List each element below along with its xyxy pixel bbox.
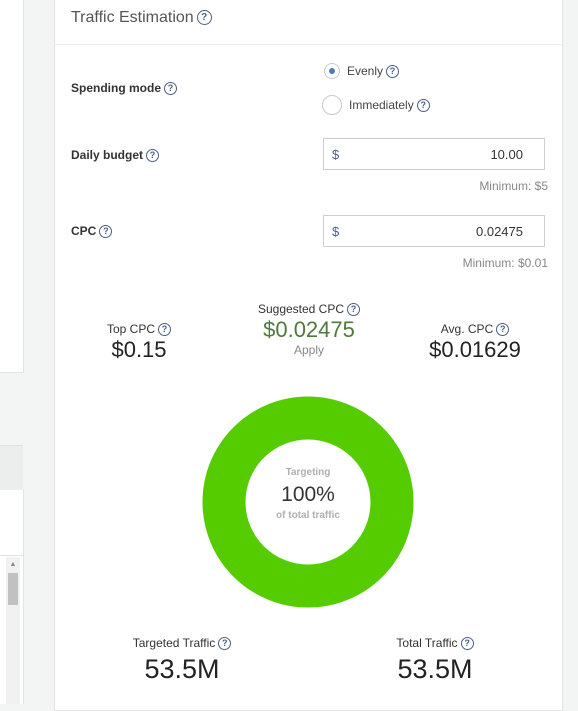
daily-budget-label: Daily budget? <box>71 148 160 163</box>
cpc-minimum: Minimum: $0.01 <box>462 256 548 270</box>
help-icon[interactable]: ? <box>347 303 361 317</box>
total-traffic-label: Total Traffic? <box>365 636 505 651</box>
scroll-up-icon[interactable]: ▲ <box>9 561 17 568</box>
help-icon[interactable]: ? <box>496 323 510 337</box>
suggested-cpc-stat: Suggested CPC? $0.02475 Apply <box>239 302 379 357</box>
radio-evenly-control[interactable] <box>324 63 340 79</box>
left-divider <box>0 555 23 556</box>
cpc-input[interactable]: $ 0.02475 <box>323 215 545 247</box>
radio-evenly-label: Evenly <box>347 64 384 78</box>
help-icon[interactable]: ? <box>460 637 474 651</box>
help-icon[interactable]: ? <box>146 149 160 163</box>
radio-evenly[interactable]: Evenly? <box>324 63 400 79</box>
traffic-estimation-panel: Traffic Estimation? Spending mode? Evenl… <box>54 0 563 711</box>
help-icon[interactable]: ? <box>158 323 172 337</box>
left-band <box>0 445 23 491</box>
spending-mode-label-text: Spending mode <box>71 81 161 95</box>
help-icon[interactable]: ? <box>416 98 430 112</box>
total-traffic: Total Traffic? 53.5M <box>365 636 505 685</box>
help-icon[interactable]: ? <box>196 10 212 26</box>
radio-immediately-label: Immediately <box>349 98 414 112</box>
daily-budget-currency: $ <box>332 147 340 162</box>
targeted-traffic-label: Targeted Traffic? <box>112 636 252 651</box>
daily-budget-value[interactable]: 10.00 <box>490 147 523 162</box>
avg-cpc-label: Avg. CPC? <box>410 322 540 337</box>
avg-cpc-label-text: Avg. CPC <box>440 322 494 336</box>
targeted-traffic-label-text: Targeted Traffic <box>132 636 216 650</box>
spending-mode-label: Spending mode? <box>71 81 177 96</box>
total-traffic-value: 53.5M <box>397 654 473 685</box>
donut-value: 100% <box>281 483 335 506</box>
top-cpc-stat: Top CPC? $0.15 <box>89 322 189 363</box>
cpc-value[interactable]: 0.02475 <box>476 224 523 239</box>
radio-immediately[interactable]: Immediately? <box>322 95 430 115</box>
radio-immediately-control[interactable] <box>322 95 342 115</box>
donut-label: Targeting <box>285 467 331 478</box>
suggested-cpc-label-text: Suggested CPC <box>257 302 345 316</box>
daily-budget-label-text: Daily budget <box>71 148 144 162</box>
help-icon[interactable]: ? <box>386 64 400 78</box>
targeted-traffic: Targeted Traffic? 53.5M <box>112 636 252 685</box>
targeted-traffic-value: 53.5M <box>144 654 220 685</box>
panel-title-text: Traffic Estimation <box>71 9 194 26</box>
cpc-currency: $ <box>332 224 340 239</box>
scroll-thumb[interactable] <box>8 573 18 605</box>
left-card-edge <box>0 0 24 373</box>
suggested-cpc-label: Suggested CPC? <box>239 302 379 317</box>
suggested-cpc-value: $0.02475 <box>263 317 355 343</box>
scrollbar[interactable]: ▲ <box>6 557 20 704</box>
targeting-donut: Targeting 100% of total traffic <box>202 396 414 608</box>
cpc-label: CPC? <box>71 224 113 239</box>
panel-header: Traffic Estimation? <box>55 0 562 45</box>
cpc-label-text: CPC <box>71 224 97 238</box>
panel-title: Traffic Estimation? <box>71 9 212 27</box>
apply-link[interactable]: Apply <box>293 343 325 358</box>
donut-svg <box>202 396 414 608</box>
avg-cpc-stat: Avg. CPC? $0.01629 <box>410 322 540 363</box>
donut-ring <box>202 396 414 608</box>
daily-budget-minimum: Minimum: $5 <box>479 179 548 193</box>
donut-center: Targeting 100% of total traffic <box>202 396 414 608</box>
top-cpc-label-text: Top CPC <box>106 322 156 336</box>
donut-sub: of total traffic <box>276 510 340 521</box>
total-traffic-label-text: Total Traffic <box>396 636 458 650</box>
help-icon[interactable]: ? <box>164 82 177 96</box>
help-icon[interactable]: ? <box>218 637 232 651</box>
top-cpc-label: Top CPC? <box>89 322 189 337</box>
avg-cpc-value: $0.01629 <box>429 337 521 363</box>
daily-budget-input[interactable]: $ 10.00 <box>323 138 545 170</box>
help-icon[interactable]: ? <box>99 225 113 239</box>
top-cpc-value: $0.15 <box>111 337 167 363</box>
